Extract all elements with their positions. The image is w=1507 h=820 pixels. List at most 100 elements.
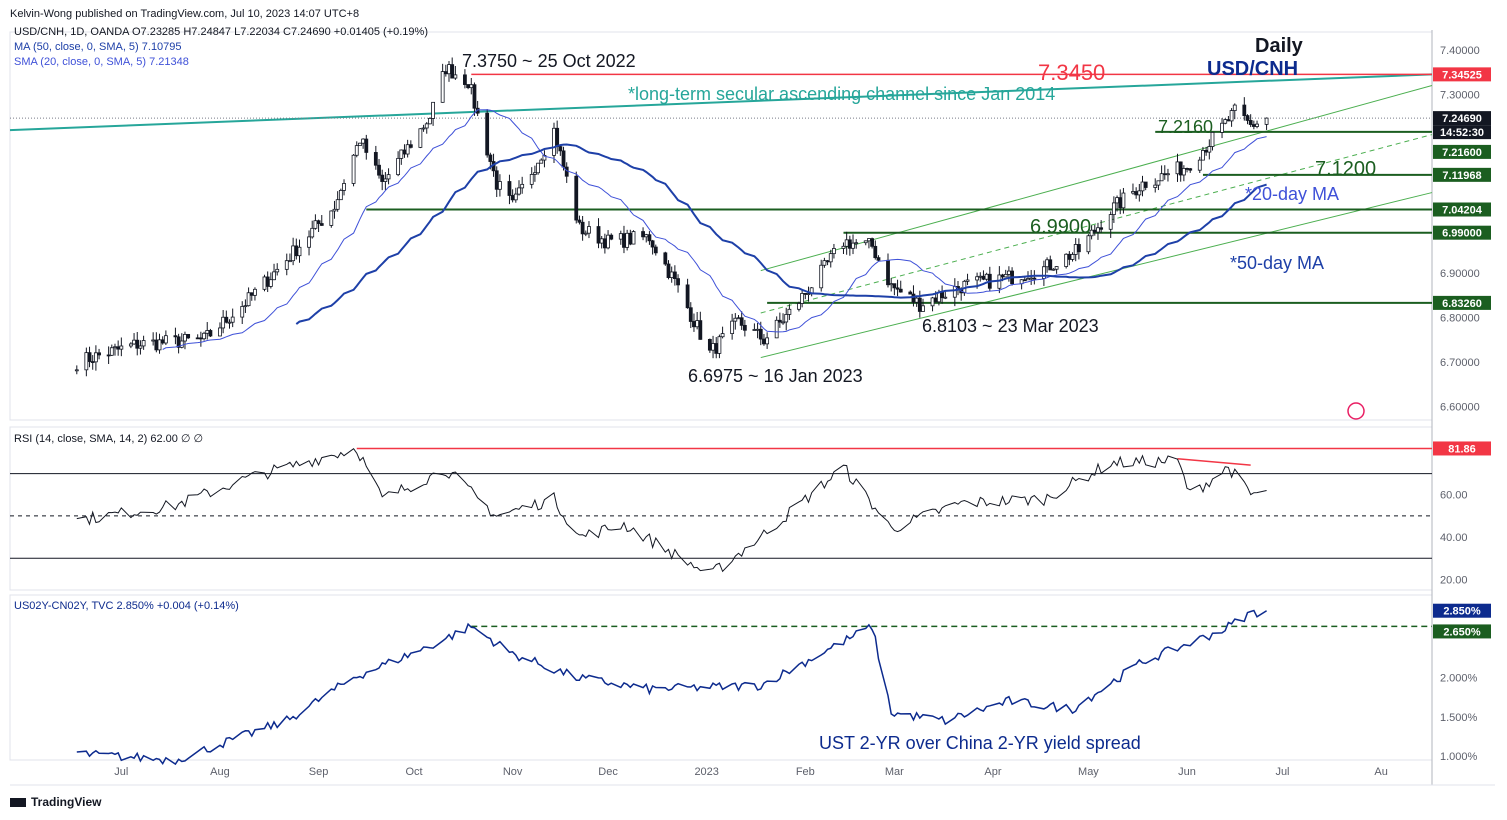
candle-body-65 (364, 138, 369, 153)
candle-body-1 (84, 352, 89, 371)
candle-body-109 (561, 150, 566, 168)
svg-text:6.83260: 6.83260 (1442, 298, 1482, 310)
candle-body-40 (253, 288, 257, 296)
candle-body-150 (742, 324, 747, 331)
pane-frame-1 (9, 426, 1433, 591)
candle-body-263 (1248, 120, 1253, 125)
svg-text:7.04204: 7.04204 (1442, 204, 1483, 216)
candle-body-173 (847, 239, 852, 249)
alert-lightning-icon (1347, 402, 1365, 420)
candle-body-41 (262, 276, 267, 290)
candle-body-67 (377, 164, 381, 176)
candle-body-216 (1041, 266, 1046, 279)
candle-body-132 (666, 263, 671, 278)
candle-body-170 (832, 248, 836, 255)
candle-body-228 (1092, 229, 1097, 233)
sma20-line (162, 109, 1267, 350)
candle-body-176 (863, 240, 868, 244)
candle-body-192 (933, 297, 938, 303)
candle-body-58 (335, 199, 340, 210)
rsi-legend: RSI (14, close, SMA, 14, 2) 62.00 ∅ ∅ (14, 433, 204, 445)
candle-body-157 (777, 319, 782, 323)
candle-body-164 (806, 293, 811, 295)
candle-body-208 (1003, 273, 1008, 278)
time-axis-tick-10: May (1078, 766, 1099, 778)
candle-body-232 (1111, 202, 1116, 216)
candle-body-163 (803, 292, 808, 295)
candle-body-226 (1086, 235, 1091, 253)
candle-body-105 (542, 154, 547, 161)
time-axis-tick-2: Sep (309, 766, 329, 778)
annotation-712: 7.1200 (1315, 158, 1376, 180)
candle-body-2 (87, 352, 92, 362)
candle-body-264 (1251, 124, 1256, 127)
time-axis-tick-3: Oct (405, 766, 422, 778)
spread-axis-tick-2: 1.000% (1440, 751, 1478, 763)
price-axis-label-3: 7.21600 (1433, 144, 1491, 159)
annotation-ma20: *20-day MA (1245, 184, 1339, 204)
candle-body-11 (128, 343, 133, 347)
candle-body-171 (841, 245, 846, 249)
candle-body-47 (288, 260, 292, 263)
tradingview-brand-label: TradingView (31, 795, 102, 809)
candle-body-214 (1029, 277, 1034, 280)
candle-body-38 (246, 292, 251, 307)
candle-body-265 (1255, 123, 1259, 127)
candle-body-145 (720, 333, 725, 338)
candle-body-42 (265, 276, 270, 287)
candle-body-10 (119, 345, 124, 350)
candle-body-182 (889, 283, 894, 286)
price-axis-tick-0: 7.40000 (1440, 45, 1480, 57)
candle-body-122 (622, 233, 626, 248)
candle-body-59 (338, 189, 343, 201)
candle-body-88 (469, 84, 474, 89)
candle-body-244 (1162, 173, 1167, 176)
candle-body-25 (186, 333, 191, 339)
candle-body-7 (109, 347, 114, 356)
price-axis-label-5: 7.04204 (1433, 202, 1491, 217)
candle-body-17 (154, 339, 159, 351)
candle-body-251 (1197, 159, 1202, 171)
candle-body-71 (396, 157, 401, 176)
price-axis-tick-1: 7.30000 (1440, 89, 1480, 101)
candle-body-114 (583, 232, 588, 235)
candle-body-92 (488, 154, 493, 162)
candle-body-52 (310, 227, 315, 238)
candle-body-229 (1096, 227, 1100, 233)
candle-body-44 (272, 271, 276, 281)
time-axis-tick-12: Jul (1275, 766, 1289, 778)
candle-body-76 (418, 128, 423, 148)
candle-body-116 (596, 226, 601, 244)
candle-body-51 (307, 236, 311, 248)
candle-body-237 (1134, 191, 1139, 196)
candle-body-181 (886, 259, 890, 286)
candle-body-53 (313, 220, 318, 229)
candle-body-215 (1032, 277, 1037, 280)
candle-body-252 (1201, 150, 1205, 161)
candle-body-14 (138, 345, 143, 349)
candle-body-156 (774, 319, 779, 339)
time-axis-tick-7: Feb (796, 766, 815, 778)
candle-body-194 (940, 291, 944, 299)
candle-body-220 (1054, 266, 1059, 270)
candle-body-85 (453, 74, 458, 79)
svg-text:7.24690: 7.24690 (1442, 113, 1482, 125)
candle-body-240 (1143, 181, 1148, 188)
tradingview-logo-icon (10, 798, 26, 808)
candle-body-8 (113, 346, 117, 349)
candle-body-261 (1242, 104, 1247, 117)
time-axis-tick-0: Jul (114, 766, 128, 778)
candle-body-45 (275, 268, 280, 273)
candle-body-222 (1067, 253, 1072, 260)
candle-body-242 (1156, 180, 1161, 186)
candle-body-26 (195, 337, 200, 340)
svg-text:2.850%: 2.850% (1443, 606, 1481, 618)
candle-body-98 (513, 193, 518, 201)
candle-body-257 (1223, 119, 1228, 124)
candle-body-29 (205, 330, 210, 334)
pane-frame-2 (9, 594, 1433, 761)
spread-legend: US02Y-CN02Y, TVC 2.850% +0.004 (+0.14%) (14, 600, 239, 612)
candle-body-178 (870, 238, 875, 247)
candle-body-15 (141, 340, 146, 347)
